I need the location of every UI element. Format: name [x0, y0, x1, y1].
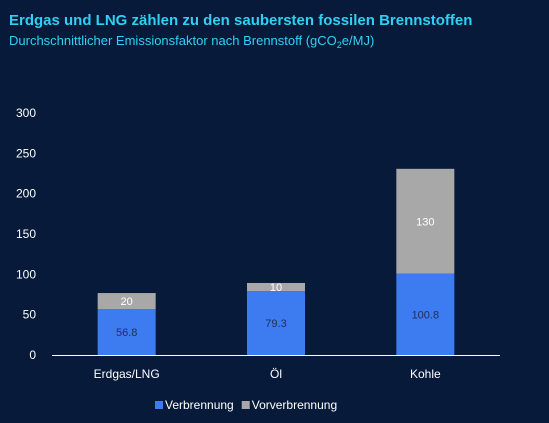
- data-label-verbrennung-0: 56.8: [116, 327, 137, 339]
- bar-verbrennung-2: [396, 273, 455, 355]
- y-tick-label-5: 250: [16, 146, 36, 160]
- bar-vorverbrennung-2: [396, 168, 455, 274]
- y-tick-label-3: 150: [16, 227, 36, 241]
- bar-vorverbrennung-1: [247, 282, 305, 292]
- x-tick-label-0: Erdgas/LNG: [94, 367, 160, 381]
- data-label-vorverbrennung-2: 130: [416, 216, 434, 228]
- chart-title: Erdgas und LNG zählen zu den saubersten …: [9, 12, 473, 29]
- chart-subtitle: Durchschnittlicher Emissionsfaktor nach …: [9, 33, 374, 50]
- legend-label-vorverbrennung: Vorverbrennung: [252, 398, 337, 412]
- data-label-vorverbrennung-0: 20: [121, 296, 133, 308]
- data-label-verbrennung-1: 79.3: [265, 318, 286, 330]
- subtitle-text-end: e/MJ): [341, 33, 375, 48]
- x-tick-label-1: Öl: [270, 367, 282, 381]
- y-tick-label-4: 200: [16, 187, 36, 201]
- legend-swatch-verbrennung: [155, 401, 163, 409]
- y-tick-label-2: 100: [16, 267, 36, 281]
- bar-verbrennung-0: [97, 309, 156, 355]
- y-tick-label-1: 50: [23, 308, 37, 322]
- subtitle-text: Durchschnittlicher Emissionsfaktor nach …: [9, 33, 337, 48]
- x-tick-label-2: Kohle: [410, 367, 441, 381]
- legend-label-verbrennung: Verbrennung: [165, 398, 234, 412]
- subtitle-subscript: 2: [336, 40, 342, 50]
- data-label-vorverbrennung-1: 10: [270, 282, 282, 294]
- bar-vorverbrennung-0: [97, 293, 156, 310]
- legend-swatch-vorverbrennung: [241, 401, 250, 409]
- y-tick-label-6: 300: [16, 106, 36, 120]
- data-label-verbrennung-2: 100.8: [412, 309, 440, 321]
- bar-verbrennung-1: [247, 291, 305, 355]
- y-tick-label-0: 0: [29, 348, 36, 362]
